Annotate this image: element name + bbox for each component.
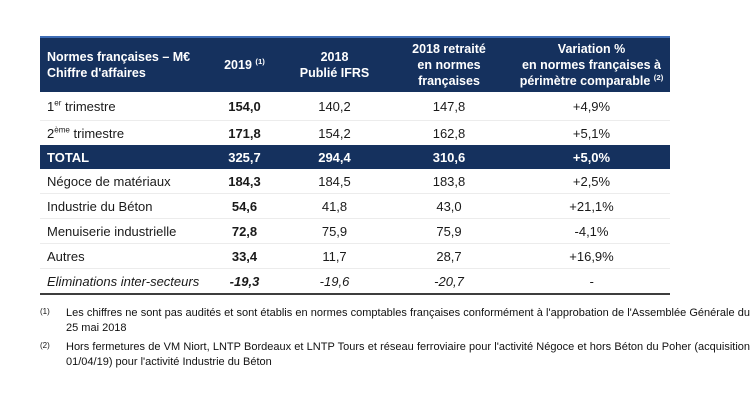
row-label: 2ème trimestre: [47, 125, 125, 141]
cell-variation: +5,0%: [572, 149, 611, 165]
footnote-2-text: Hors fermetures de VM Niort, LNTP Bordea…: [66, 341, 750, 368]
row-label: TOTAL: [47, 149, 90, 165]
row-label: Eliminations inter-secteurs: [47, 273, 200, 289]
cell-2019: 33,4: [231, 248, 258, 264]
footnote-1: (1) Les chiffres ne sont pas audités et …: [40, 306, 752, 335]
header-variation: Variation % en normes françaises à périm…: [519, 41, 664, 89]
table-row-eliminations: Eliminations inter-secteurs -19,3 -19,6 …: [40, 268, 670, 293]
footnotes: (1) Les chiffres ne sont pas audités et …: [40, 306, 752, 374]
cell-variation: -4,1%: [574, 223, 609, 239]
row-label: Industrie du Béton: [47, 198, 153, 214]
table-row-beton: Industrie du Béton 54,6 41,8 43,0 +21,1%: [40, 193, 670, 218]
cell-2018-retraite: 183,8: [432, 173, 466, 189]
cell-2018-publie: 140,2: [318, 98, 351, 114]
cell-2018-retraite: 28,7: [436, 248, 462, 264]
footnote-ref-1: (1): [255, 56, 265, 66]
cell-2018-publie: 294,4: [318, 149, 351, 165]
table-row-menuiserie: Menuiserie industrielle 72,8 75,9 75,9 -…: [40, 218, 670, 243]
row-label: Menuiserie industrielle: [47, 223, 177, 239]
cell-2019: 325,7: [228, 149, 261, 165]
cell-2018-publie: 184,5: [318, 173, 351, 189]
header-normes-francaises: Normes françaises – M€ Chiffre d'affaire…: [40, 49, 205, 82]
table-row-total: TOTAL 325,7 294,4 310,6 +5,0%: [40, 145, 670, 169]
header-2019: 2019 (1): [224, 56, 265, 72]
cell-variation: +16,9%: [569, 248, 614, 264]
cell-variation: -: [589, 273, 594, 289]
cell-2018-retraite: 43,0: [436, 198, 462, 214]
footnote-2: (2) Hors fermetures de VM Niort, LNTP Bo…: [40, 340, 752, 369]
table-row-autres: Autres 33,4 11,7 28,7 +16,9%: [40, 243, 670, 268]
row-label: 1er trimestre: [47, 98, 116, 114]
cell-2018-retraite: -20,7: [434, 273, 464, 289]
cell-2018-retraite: 310,6: [432, 149, 466, 165]
header-col1-line2: Chiffre d'affaires: [47, 66, 146, 80]
table-row-negoce: Négoce de matériaux 184,3 184,5 183,8 +2…: [40, 169, 670, 193]
header-2018-retraite: 2018 retraité en normes françaises: [412, 41, 486, 89]
cell-variation: +4,9%: [572, 98, 611, 114]
footnote-ref-2: (2): [653, 72, 664, 82]
cell-2018-retraite: 147,8: [432, 98, 466, 114]
footnote-2-marker: (2): [40, 341, 50, 351]
table-body: 1er trimestre 154,0 140,2 147,8 +4,9% 2è…: [40, 92, 670, 295]
cell-variation: +5,1%: [572, 125, 611, 141]
table-row-q2: 2ème trimestre 171,8 154,2 162,8 +5,1%: [40, 120, 670, 145]
cell-2019: 54,6: [231, 198, 258, 214]
footnote-1-marker: (1): [40, 307, 50, 316]
cell-2019: 184,3: [228, 173, 261, 189]
cell-2018-retraite: 162,8: [432, 125, 466, 141]
table-row-q1: 1er trimestre 154,0 140,2 147,8 +4,9%: [40, 92, 670, 120]
row-label: Autres: [47, 248, 85, 264]
header-col1-line1: Normes françaises – M€: [47, 49, 191, 64]
cell-2018-publie: 154,2: [318, 125, 351, 141]
row-label: Négoce de matériaux: [47, 173, 171, 189]
cell-2018-publie: 11,7: [322, 248, 347, 264]
cell-2018-publie: 41,8: [321, 198, 348, 214]
cell-2018-retraite: 75,9: [436, 223, 462, 239]
cell-2019: -19,3: [229, 273, 260, 289]
cell-2019: 154,0: [228, 98, 261, 114]
cell-2019: 171,8: [228, 125, 261, 141]
cell-2018-publie: 75,9: [321, 223, 348, 239]
footnote-1-text: Les chiffres ne sont pas audités et sont…: [66, 307, 750, 334]
table-header-row: Normes françaises – M€ Chiffre d'affaire…: [40, 36, 670, 92]
cell-variation: +21,1%: [569, 198, 614, 214]
revenue-table: Normes françaises – M€ Chiffre d'affaire…: [40, 36, 670, 295]
cell-2019: 72,8: [231, 223, 258, 239]
cell-2018-publie: -19,6: [319, 273, 350, 289]
header-2018-publie: 2018 Publié IFRS: [299, 49, 370, 80]
cell-variation: +2,5%: [572, 173, 611, 189]
